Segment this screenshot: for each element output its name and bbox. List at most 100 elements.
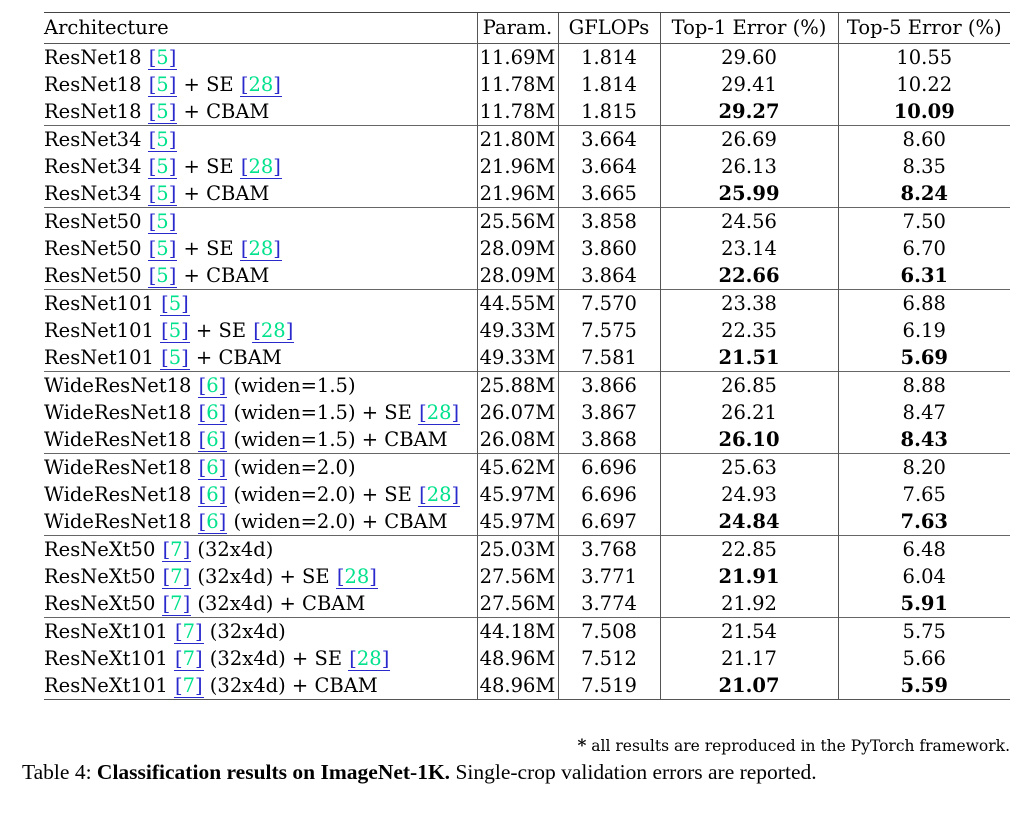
cell-param: 27.56M: [476, 590, 558, 618]
cell-top5-error: 8.43: [837, 426, 1010, 454]
citation-number: 28: [248, 155, 274, 178]
cell-param: 21.96M: [476, 153, 558, 180]
citation-link[interactable]: [5]: [160, 319, 190, 343]
citation-link[interactable]: [5]: [160, 346, 190, 370]
citation-link[interactable]: [6]: [197, 428, 228, 452]
citation-link[interactable]: [7]: [161, 565, 192, 589]
citation-bracket-open: [: [148, 73, 157, 96]
cell-gflops: 3.664: [557, 153, 660, 180]
table-footnote: * all results are reproduced in the PyTo…: [44, 736, 1010, 756]
citation-bracket-open: [: [419, 483, 427, 506]
citation-link[interactable]: [28]: [239, 237, 282, 261]
citation-link[interactable]: [7]: [161, 592, 192, 616]
cell-top5-error: 8.60: [837, 125, 1010, 153]
citation-link[interactable]: [6]: [197, 456, 228, 480]
citation-link[interactable]: [28]: [252, 319, 295, 343]
cell-gflops: 6.696: [557, 481, 660, 508]
citation-bracket-close: ]: [218, 510, 227, 533]
citation-link[interactable]: [28]: [239, 73, 282, 97]
citation-link[interactable]: [6]: [197, 401, 228, 425]
cell-top5-error: 6.48: [837, 535, 1010, 563]
cell-architecture: ResNet18 [5] + CBAM: [44, 100, 270, 124]
cell-gflops: 3.868: [557, 426, 660, 454]
cell-gflops: 3.866: [557, 371, 660, 399]
citation-link[interactable]: [28]: [239, 155, 282, 179]
citation-bracket-open: [: [240, 155, 249, 178]
cell-gflops: 6.696: [557, 453, 660, 481]
cell-architecture: ResNeXt50 [7] (32x4d) + SE [28]: [44, 565, 378, 589]
citation-bracket-close: ]: [181, 346, 189, 369]
citation-link[interactable]: [28]: [418, 483, 461, 507]
cell-top5-error: 6.19: [837, 317, 1010, 344]
citation-link[interactable]: [28]: [418, 401, 461, 425]
table-row: ResNet18 [5] + SE [28] 11.78M 1.814 29.41 10…: [44, 71, 1010, 98]
citation-number: 6: [206, 374, 219, 397]
cell-top1-error: 25.99: [659, 180, 838, 208]
citation-bracket-close: ]: [285, 319, 294, 342]
cell-architecture: ResNeXt50 [7] (32x4d) + CBAM: [44, 592, 366, 616]
citation-bracket-close: ]: [369, 565, 377, 588]
citation-link[interactable]: [5]: [147, 73, 178, 97]
citation-link[interactable]: [28]: [348, 647, 391, 671]
citation-number: 7: [170, 538, 183, 561]
cell-top1-error: 26.21: [659, 399, 838, 426]
citation-link[interactable]: [6]: [197, 374, 228, 398]
table-row: ResNet50 [5] + CBAM 28.09M 3.864 22.66 6.31: [44, 262, 1010, 290]
citation-bracket-open: [: [349, 647, 357, 670]
citation-link[interactable]: [5]: [147, 237, 178, 261]
citation-link[interactable]: [5]: [147, 155, 178, 179]
cell-param: 21.80M: [476, 125, 558, 153]
cell-top1-error: 21.92: [659, 590, 838, 618]
cell-top5-error: 6.04: [837, 563, 1010, 590]
caption-bold-title: Classification results on ImageNet-1K.: [96, 760, 451, 784]
citation-number: 5: [156, 182, 169, 205]
citation-bracket-close: ]: [381, 647, 390, 670]
table-header-row: Architecture Param. GFLOPs Top-1 Error (…: [44, 12, 1010, 44]
citation-bracket-open: [: [148, 210, 157, 233]
citation-number: 6: [206, 510, 219, 533]
citation-number: 6: [206, 401, 219, 424]
citation-bracket-close: ]: [451, 401, 460, 424]
citation-link[interactable]: [5]: [147, 100, 178, 124]
citation-link[interactable]: [6]: [197, 483, 228, 507]
citation-number: 6: [206, 428, 219, 451]
cell-top5-error: 5.75: [837, 617, 1010, 645]
citation-bracket-open: [: [148, 46, 157, 69]
table-row: ResNet50 [5] + SE [28] 28.09M 3.860 23.14 6.…: [44, 235, 1010, 262]
citation-bracket-close: ]: [168, 237, 177, 260]
cell-architecture: WideResNet18 [6] (widen=1.5) + SE [28]: [44, 401, 461, 425]
cell-param: 45.62M: [476, 453, 558, 481]
table-row: ResNet50 [5] 25.56M 3.858 24.56 7.50: [44, 207, 1010, 235]
citation-bracket-open: [: [148, 100, 157, 123]
citation-link[interactable]: [5]: [147, 210, 178, 234]
cell-top1-error: 29.41: [659, 71, 838, 98]
cell-architecture: WideResNet18 [6] (widen=2.0) + CBAM: [44, 510, 448, 534]
citation-link[interactable]: [5]: [147, 46, 178, 70]
cell-top5-error: 6.88: [837, 289, 1010, 317]
cell-top1-error: 26.13: [659, 153, 838, 180]
citation-link[interactable]: [5]: [147, 264, 178, 288]
cell-top1-error: 24.84: [659, 508, 838, 536]
cell-top5-error: 7.63: [837, 508, 1010, 536]
table-row: WideResNet18 [6] (widen=2.0) + CBAM 45.97…: [44, 508, 1010, 536]
citation-link[interactable]: [6]: [197, 510, 228, 534]
table-row: ResNeXt101 [7] (32x4d) + SE [28] 48.96M 7.…: [44, 645, 1010, 672]
cell-top1-error: 29.27: [659, 98, 838, 126]
citation-bracket-close: ]: [168, 46, 177, 69]
citation-link[interactable]: [7]: [173, 620, 204, 644]
citation-number: 5: [156, 73, 169, 96]
citation-link[interactable]: [5]: [147, 182, 178, 206]
citation-bracket-close: ]: [218, 456, 227, 479]
citation-number: 5: [156, 264, 169, 287]
table-row: ResNet34 [5] + CBAM 21.96M 3.665 25.99 8.24: [44, 180, 1010, 208]
citation-link[interactable]: [7]: [161, 538, 192, 562]
citation-link[interactable]: [7]: [173, 674, 204, 698]
citation-link[interactable]: [5]: [147, 128, 178, 152]
column-header-gflops: GFLOPs: [557, 12, 660, 44]
citation-link[interactable]: [5]: [160, 292, 190, 316]
citation-bracket-open: [: [198, 510, 207, 533]
cell-architecture: ResNet34 [5] + CBAM: [44, 182, 270, 206]
citation-link[interactable]: [7]: [173, 647, 204, 671]
citation-link[interactable]: [28]: [335, 565, 378, 589]
